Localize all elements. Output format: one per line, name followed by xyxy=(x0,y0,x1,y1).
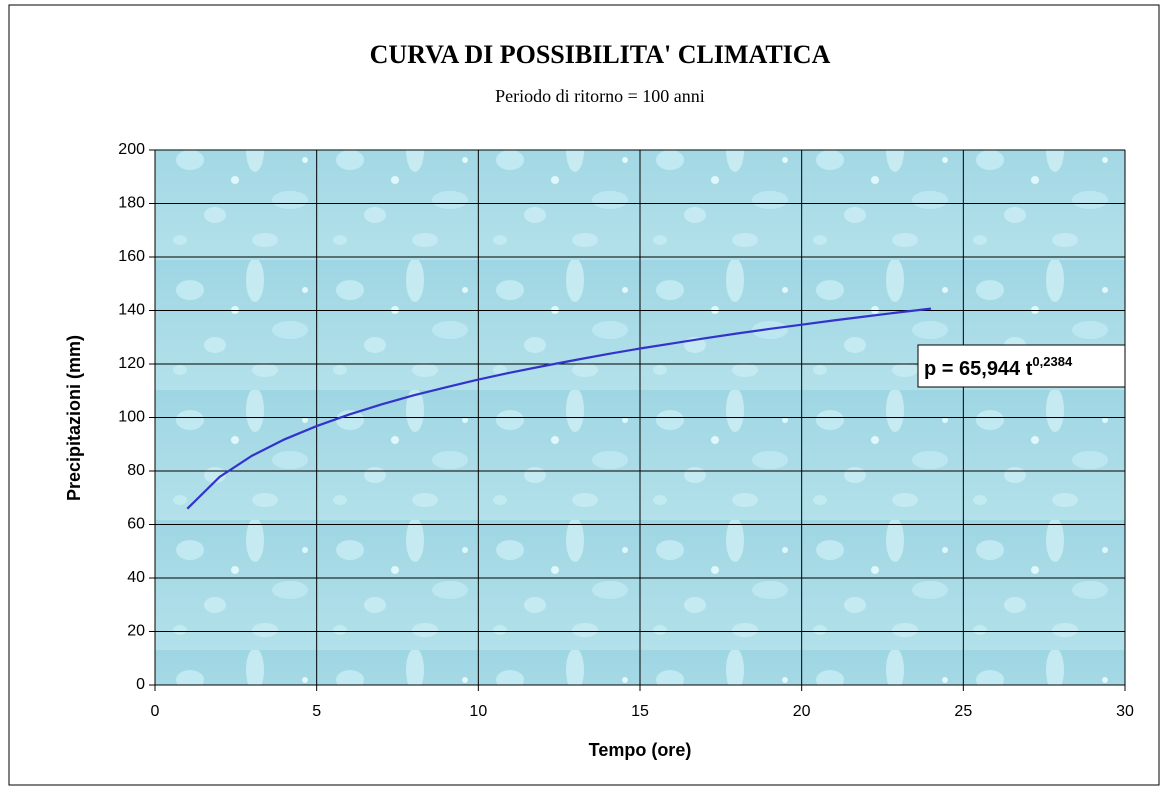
y-tick-label: 100 xyxy=(118,409,145,426)
x-tick-label: 20 xyxy=(793,703,811,720)
x-tick-label: 15 xyxy=(631,703,649,720)
annotation-main: p = 65,944 t xyxy=(924,358,1033,380)
y-tick-label: 140 xyxy=(118,302,145,319)
x-axis-label: Tempo (ore) xyxy=(589,740,692,760)
x-tick-label: 30 xyxy=(1116,703,1134,720)
y-tick-label: 80 xyxy=(127,462,145,479)
x-tick-label: 10 xyxy=(469,703,487,720)
chart-title: CURVA DI POSSIBILITA' CLIMATICA xyxy=(370,40,831,69)
annotation-exponent: 0,2384 xyxy=(1032,354,1073,369)
y-tick-label: 200 xyxy=(118,141,145,158)
x-tick-label: 5 xyxy=(312,703,321,720)
annotation: p = 65,944 t0,2384 xyxy=(918,345,1125,387)
y-tick-label: 20 xyxy=(127,623,145,640)
y-tick-label: 180 xyxy=(118,195,145,212)
y-tick-label: 120 xyxy=(118,355,145,372)
chart: CURVA DI POSSIBILITA' CLIMATICA Periodo … xyxy=(0,0,1167,791)
y-tick-label: 0 xyxy=(136,676,145,693)
y-axis-label: Precipitazioni (mm) xyxy=(64,335,84,501)
y-tick-label: 60 xyxy=(127,516,145,533)
y-tick-label: 160 xyxy=(118,248,145,265)
x-tick-label: 0 xyxy=(151,703,160,720)
y-tick-label: 40 xyxy=(127,569,145,586)
chart-subtitle: Periodo di ritorno = 100 anni xyxy=(495,86,705,106)
x-tick-label: 25 xyxy=(954,703,972,720)
